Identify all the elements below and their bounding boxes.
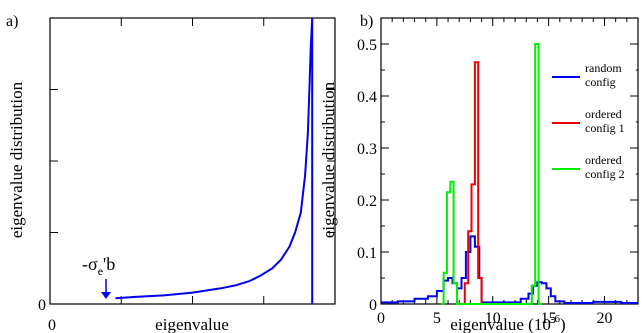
panel-b-x-axis-label: eigenvalue (10-6) [450,313,565,333]
panel-b-x-tick-label-3: 15 [541,310,557,327]
panel-b-series-2 [441,43,542,305]
panel-b-series-1 [462,61,483,305]
panel-b-x-tick-label-1: 5 [433,310,441,327]
panel-a-label: a) [6,13,18,30]
sigma-annotation-suffix: 'b [103,254,115,274]
legend-entry-line2-2: config 2 [585,167,625,181]
panel-b-x-tick-label-0: 0 [377,310,385,327]
panel-a-y-tick-label: 0 [38,297,46,314]
svg-text:-σe'b: -σe'b [82,254,115,278]
panel-b-x-axis-label-end: ) [560,315,566,333]
legend-entry-bg-0 [580,61,636,93]
legend-entry-line1-2: ordered [585,153,622,167]
panel-b-y-tick-label-4: 0.4 [357,89,377,106]
legend-entry-line1-0: random [585,61,622,75]
legend-entry-line2-0: config [585,75,616,89]
legend-entry-bg-1 [580,107,636,139]
sigma-annotation: -σe'b [82,254,115,299]
panel-b-y-tick-label-5: 0.5 [357,37,377,54]
legend-entry-line1-1: ordered [585,107,622,121]
legend-entry-line2-1: config 1 [585,121,625,135]
panel-b-ticks: 0 5 10 15 20 0 0.1 0.2 0.3 0.4 0.5 [357,18,638,327]
panel-b-y-tick-label-0: 0 [369,297,377,314]
panel-b-x-axis-label-main: eigenvalue (10 [450,315,551,333]
panel-b-y-tick-label-2: 0.2 [357,193,377,210]
panel-a-x-axis-label: eigenvalue [155,315,229,333]
panel-b-series [381,43,638,305]
panel-b-label: b) [360,13,373,30]
panel-b-y-axis-label: eigenvalue distribution [319,81,338,238]
panel-b-x-tick-label-4: 20 [596,310,612,327]
panel-a-series [115,17,314,304]
panel-b-x-tick-label-2: 10 [485,310,501,327]
sigma-arrow-head [101,292,111,299]
panel-b-x-axis-label-sup: -6 [551,313,561,325]
sigma-annotation-text: -σ [82,254,98,274]
panel-b-series-0 [381,235,638,304]
panel-a-y-axis-label: eigenvalue distribution [7,81,26,238]
panel-a-curve-0 [115,17,314,304]
panel-b-y-tick-label-3: 0.3 [357,141,377,158]
panel-a: a) 0 0 eigenvalue eigenvalue distributio… [6,13,336,333]
legend-entry-bg-2 [580,153,636,185]
panel-a-x-tick-label: 0 [48,317,56,333]
sigma-annotation-subscript: e [98,264,103,278]
panel-b-y-tick-label-1: 0.1 [357,245,377,262]
